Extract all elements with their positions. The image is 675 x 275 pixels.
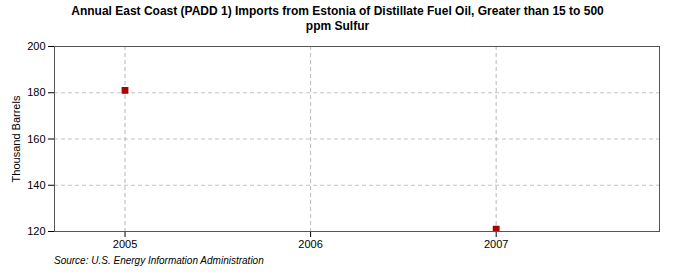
svg-text:160: 160 (27, 133, 45, 145)
svg-text:2005: 2005 (113, 238, 137, 250)
html-text:Source: U.S. Energy Informatio: Source: U.S. Energy Information Administ… (54, 255, 264, 266)
html-text:Annual East Coast (PADD 1) Imp: Annual East Coast (PADD 1) Imports from … (71, 4, 604, 33)
svg-text:140: 140 (27, 179, 45, 191)
svg-text:Thousand Barrels: Thousand Barrels (10, 95, 22, 182)
svg-text:200: 200 (27, 40, 45, 52)
svg-text:180: 180 (27, 86, 45, 98)
svg-text:120: 120 (27, 225, 45, 237)
svg-text:2006: 2006 (298, 238, 322, 250)
svg-text:2007: 2007 (484, 238, 508, 250)
